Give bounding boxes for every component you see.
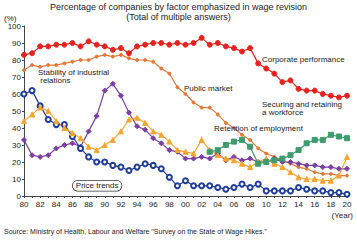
svg-text:Source: Ministry of Health, La: Source: Ministry of Health, Labour and W…	[4, 228, 267, 236]
svg-text:70: 70	[12, 73, 21, 82]
svg-text:a workforce: a workforce	[262, 108, 304, 117]
svg-text:40: 40	[12, 124, 21, 133]
svg-text:04: 04	[213, 200, 222, 209]
svg-text:84: 84	[52, 200, 61, 209]
svg-text:18: 18	[326, 200, 335, 209]
svg-text:Retention of employment: Retention of employment	[214, 124, 304, 133]
svg-text:Securing and retaining: Securing and retaining	[262, 99, 345, 109]
svg-text:50: 50	[12, 107, 21, 116]
svg-text:100: 100	[8, 22, 22, 31]
svg-text:96: 96	[149, 200, 158, 209]
svg-text:Corporate performance: Corporate performance	[262, 55, 345, 64]
svg-text:08: 08	[246, 200, 255, 209]
svg-text:98: 98	[165, 200, 174, 209]
svg-text:00: 00	[181, 200, 190, 209]
svg-text:80: 80	[20, 200, 29, 209]
svg-text:14: 14	[294, 200, 303, 209]
svg-text:(Year): (Year)	[332, 211, 354, 220]
svg-text:16: 16	[310, 200, 319, 209]
svg-text:94: 94	[133, 200, 142, 209]
svg-text:80: 80	[12, 56, 21, 65]
svg-text:0: 0	[16, 191, 21, 201]
svg-text:30: 30	[12, 141, 21, 150]
svg-text:02: 02	[197, 200, 206, 209]
svg-text:86: 86	[68, 200, 77, 209]
svg-text:10: 10	[12, 175, 21, 184]
svg-text:Stability of industrial: Stability of industrial	[38, 67, 110, 77]
svg-text:Public market: Public market	[184, 84, 233, 93]
svg-text:90: 90	[100, 200, 109, 209]
svg-text:82: 82	[36, 200, 45, 209]
svg-text:Price trends: Price trends	[76, 181, 119, 190]
svg-text:10: 10	[262, 200, 271, 209]
svg-text:06: 06	[229, 200, 238, 209]
svg-text:90: 90	[12, 39, 21, 48]
svg-text:relations: relations	[38, 76, 70, 85]
svg-text:20: 20	[343, 200, 352, 209]
svg-text:88: 88	[84, 200, 93, 209]
svg-text:(Total of multiple answers): (Total of multiple answers)	[126, 12, 231, 22]
svg-text:Percentage of companies by fac: Percentage of companies by factor emphas…	[50, 2, 307, 12]
svg-text:60: 60	[12, 90, 21, 99]
svg-text:20: 20	[12, 158, 21, 167]
svg-text:92: 92	[116, 200, 125, 209]
svg-text:12: 12	[278, 200, 287, 209]
